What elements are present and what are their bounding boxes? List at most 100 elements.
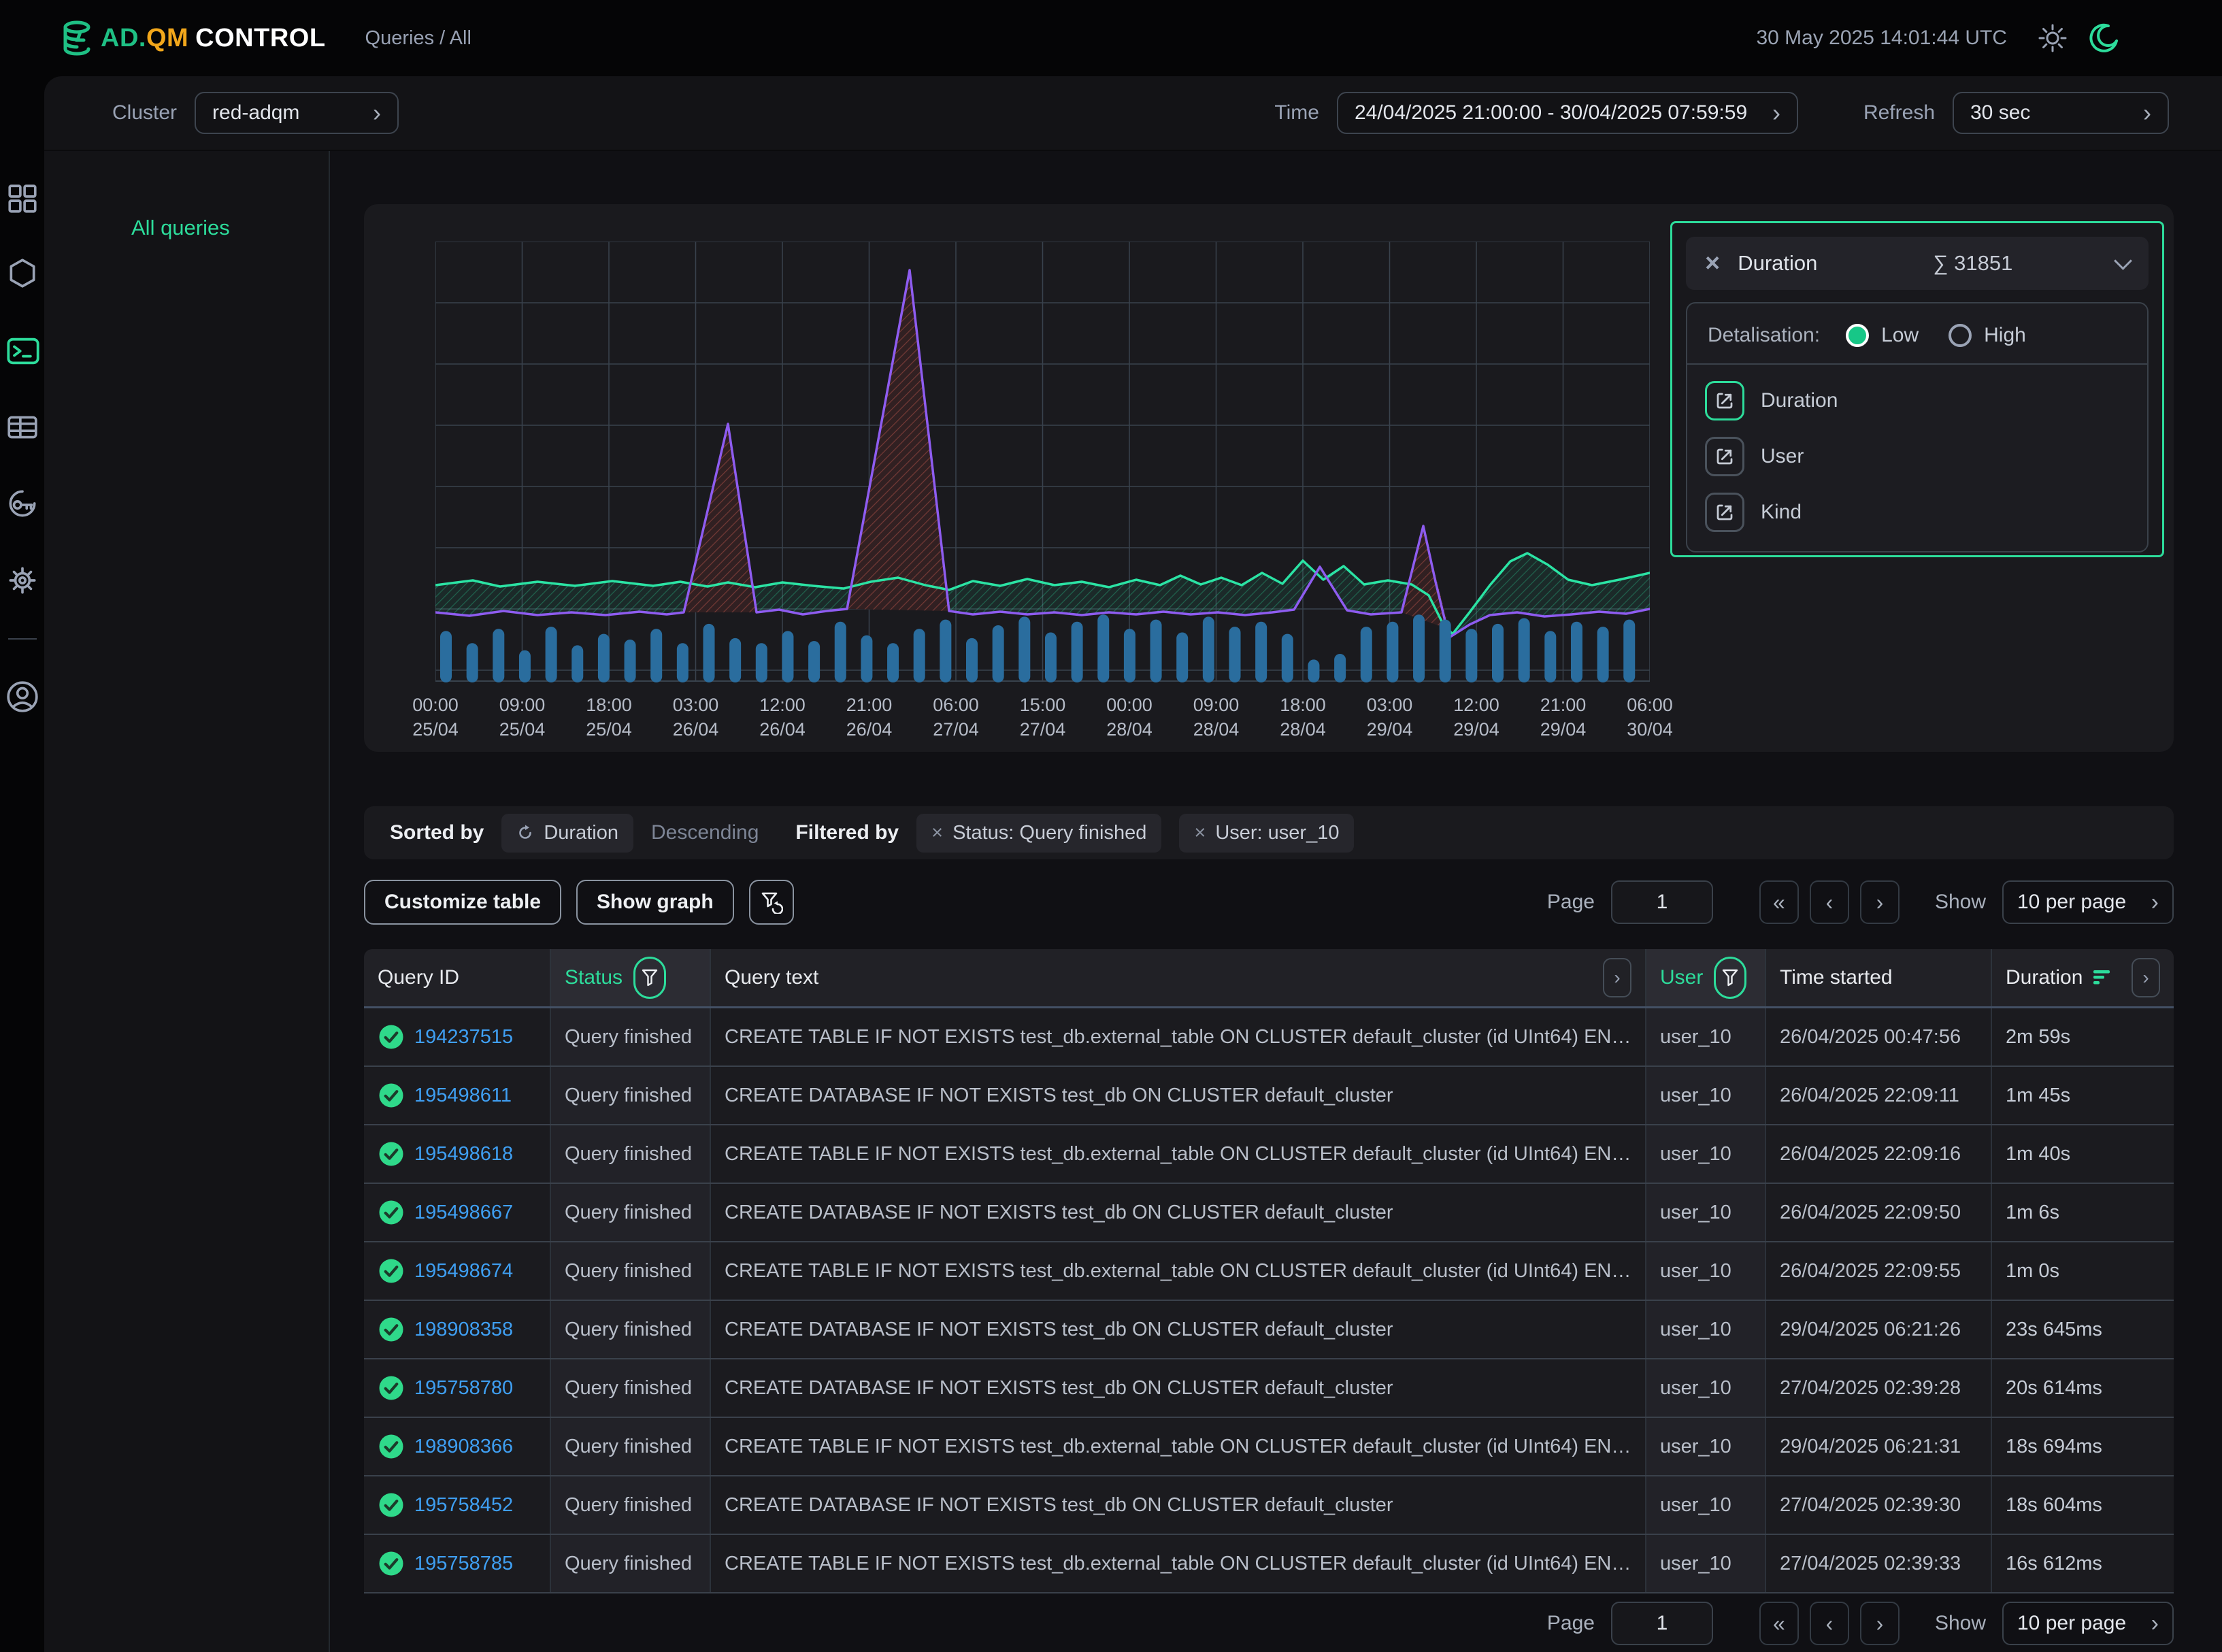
prev-page-button[interactable]: ‹: [1809, 880, 1849, 924]
query-id-link[interactable]: 198908366: [414, 1435, 514, 1457]
status-filter-icon[interactable]: [633, 957, 667, 999]
column-header-time-started[interactable]: Time started: [1766, 949, 1992, 1006]
table-row[interactable]: 195498618 Query finished CREATE TABLE IF N…: [364, 1124, 2174, 1183]
table-row[interactable]: 194237515 Query finished CREATE TABLE IF N…: [364, 1008, 2174, 1065]
per-page-select[interactable]: 10 per page ›: [2002, 880, 2174, 924]
detalisation-option-label[interactable]: High: [1984, 324, 2026, 346]
legend-item-user[interactable]: User: [1705, 437, 2129, 476]
dashboard-icon[interactable]: [5, 182, 39, 216]
reset-filters-button[interactable]: [748, 880, 794, 925]
refresh-select[interactable]: 30 sec ›: [1953, 92, 2169, 134]
dark-theme-moon-icon[interactable]: [2089, 22, 2120, 54]
query-id-cell[interactable]: 195758452: [364, 1476, 551, 1534]
chart-lines: [435, 269, 1650, 639]
time-started-cell: 27/04/2025 02:39:33: [1766, 1535, 1992, 1592]
table-row[interactable]: 195498611 Query finished CREATE DATABASE I…: [364, 1065, 2174, 1124]
query-text-cell[interactable]: CREATE TABLE IF NOT EXISTS test_db.exter…: [711, 1242, 1646, 1300]
account-icon[interactable]: [5, 680, 39, 714]
query-id-cell[interactable]: 195758785: [364, 1535, 551, 1592]
breadcrumb[interactable]: Queries / All: [365, 27, 471, 49]
tables-icon[interactable]: [5, 410, 39, 444]
first-page-button[interactable]: «: [1759, 1602, 1799, 1645]
filter-chip[interactable]: × User: user_10: [1179, 813, 1355, 853]
duration-chart[interactable]: [435, 242, 1650, 684]
detalisation-option-label[interactable]: Low: [1881, 324, 1919, 346]
query-id-link[interactable]: 198908358: [414, 1318, 514, 1340]
legend-header-dropdown[interactable]: × Duration ∑ 31851: [1686, 237, 2149, 290]
query-id-link[interactable]: 195758452: [414, 1493, 514, 1516]
legend-item-kind[interactable]: Kind: [1705, 493, 2129, 532]
query-text-cell[interactable]: CREATE TABLE IF NOT EXISTS test_db.exter…: [711, 1125, 1646, 1183]
cluster-hexagon-icon[interactable]: [5, 257, 39, 291]
duration-cell: 1m 6s: [1992, 1184, 2174, 1241]
column-header-query-text[interactable]: Query text ›: [711, 949, 1646, 1006]
table-row[interactable]: 195498667 Query finished CREATE DATABASE I…: [364, 1183, 2174, 1241]
filter-chip[interactable]: × Status: Query finished: [916, 813, 1162, 853]
per-page-select[interactable]: 10 per page ›: [2002, 1602, 2174, 1645]
query-id-link[interactable]: 195498674: [414, 1259, 514, 1282]
access-key-icon[interactable]: [5, 486, 39, 521]
table-row[interactable]: 195758452 Query finished CREATE DATABASE I…: [364, 1475, 2174, 1534]
expand-column-icon[interactable]: ›: [2132, 958, 2160, 997]
query-text-cell[interactable]: CREATE DATABASE IF NOT EXISTS test_db ON…: [711, 1067, 1646, 1124]
next-page-button[interactable]: ›: [1859, 1602, 1900, 1645]
sort-chip[interactable]: Duration: [501, 813, 633, 853]
chart-panel: 00:00 25/04 09:00 25/04 18:00 25/04 03:00 26/04…: [364, 204, 2174, 752]
queries-terminal-icon[interactable]: [5, 333, 39, 367]
first-page-button[interactable]: «: [1759, 880, 1799, 924]
query-id-cell[interactable]: 195498611: [364, 1067, 551, 1124]
duration-cell: 16s 612ms: [1992, 1535, 2174, 1592]
remove-filter-icon[interactable]: ×: [931, 821, 944, 844]
table-row[interactable]: 198908366 Query finished CREATE TABLE IF N…: [364, 1417, 2174, 1475]
query-id-cell[interactable]: 194237515: [364, 1008, 551, 1065]
query-id-link[interactable]: 195498611: [414, 1084, 512, 1106]
query-id-cell[interactable]: 195498667: [364, 1184, 551, 1241]
table-row[interactable]: 195498674 Query finished CREATE TABLE IF N…: [364, 1241, 2174, 1300]
query-id-link[interactable]: 195498618: [414, 1142, 514, 1165]
time-label: Time: [1274, 101, 1319, 124]
show-graph-button[interactable]: Show graph: [576, 880, 734, 925]
query-id-cell[interactable]: 198908366: [364, 1418, 551, 1475]
query-text-cell[interactable]: CREATE DATABASE IF NOT EXISTS test_db ON…: [711, 1301, 1646, 1358]
top-bar: AD.QM CONTROL Queries / All 30 May 2025 1…: [0, 0, 2222, 76]
remove-filter-icon[interactable]: ×: [1194, 821, 1206, 844]
query-id-cell[interactable]: 198908358: [364, 1301, 551, 1358]
query-id-link[interactable]: 195758785: [414, 1552, 514, 1574]
query-id-cell[interactable]: 195498674: [364, 1242, 551, 1300]
legend-item-duration[interactable]: Duration: [1705, 381, 2129, 420]
column-header-query-id[interactable]: Query ID: [364, 949, 551, 1006]
light-theme-sun-icon[interactable]: [2037, 22, 2068, 54]
customize-table-button[interactable]: Customize table: [364, 880, 562, 925]
query-text-cell[interactable]: CREATE DATABASE IF NOT EXISTS test_db ON…: [711, 1359, 1646, 1417]
next-page-button[interactable]: ›: [1859, 880, 1900, 924]
cluster-select[interactable]: red-adqm ›: [195, 92, 399, 134]
column-header-status[interactable]: Status: [551, 949, 711, 1006]
query-text-cell[interactable]: CREATE DATABASE IF NOT EXISTS test_db ON…: [711, 1476, 1646, 1534]
query-text-cell[interactable]: CREATE TABLE IF NOT EXISTS test_db.exter…: [711, 1418, 1646, 1475]
table-row[interactable]: 195758785 Query finished CREATE TABLE IF N…: [364, 1534, 2174, 1592]
page-number-input[interactable]: 1: [1610, 880, 1713, 924]
table-row[interactable]: 195758780 Query finished CREATE DATABASE I…: [364, 1358, 2174, 1417]
query-id-cell[interactable]: 195498618: [364, 1125, 551, 1183]
expand-column-icon[interactable]: ›: [1603, 958, 1631, 997]
query-id-cell[interactable]: 195758780: [364, 1359, 551, 1417]
detalisation-radio-low[interactable]: [1846, 324, 1870, 347]
query-id-link[interactable]: 195758780: [414, 1376, 514, 1399]
close-icon[interactable]: ×: [1705, 249, 1721, 278]
time-range-select[interactable]: 24/04/2025 21:00:00 - 30/04/2025 07:59:5…: [1336, 92, 1798, 134]
sidebar-item-all-queries[interactable]: All queries: [131, 216, 230, 239]
prev-page-button[interactable]: ‹: [1809, 1602, 1849, 1645]
query-text-cell[interactable]: CREATE TABLE IF NOT EXISTS test_db.exter…: [711, 1008, 1646, 1065]
settings-gear-icon[interactable]: [5, 563, 39, 597]
query-id-link[interactable]: 194237515: [414, 1025, 514, 1048]
detalisation-radio-high[interactable]: [1949, 324, 1972, 347]
user-filter-icon[interactable]: [1714, 957, 1747, 999]
column-header-duration[interactable]: Duration ›: [1992, 949, 2174, 1006]
column-header-user[interactable]: User: [1646, 949, 1766, 1006]
table-row[interactable]: 198908358 Query finished CREATE DATABASE I…: [364, 1300, 2174, 1358]
query-id-link[interactable]: 195498667: [414, 1201, 514, 1223]
page-number-input[interactable]: 1: [1610, 1602, 1713, 1645]
query-text-cell[interactable]: CREATE DATABASE IF NOT EXISTS test_db ON…: [711, 1184, 1646, 1241]
nav-rail: [0, 76, 44, 1652]
query-text-cell[interactable]: CREATE TABLE IF NOT EXISTS test_db.exter…: [711, 1535, 1646, 1592]
